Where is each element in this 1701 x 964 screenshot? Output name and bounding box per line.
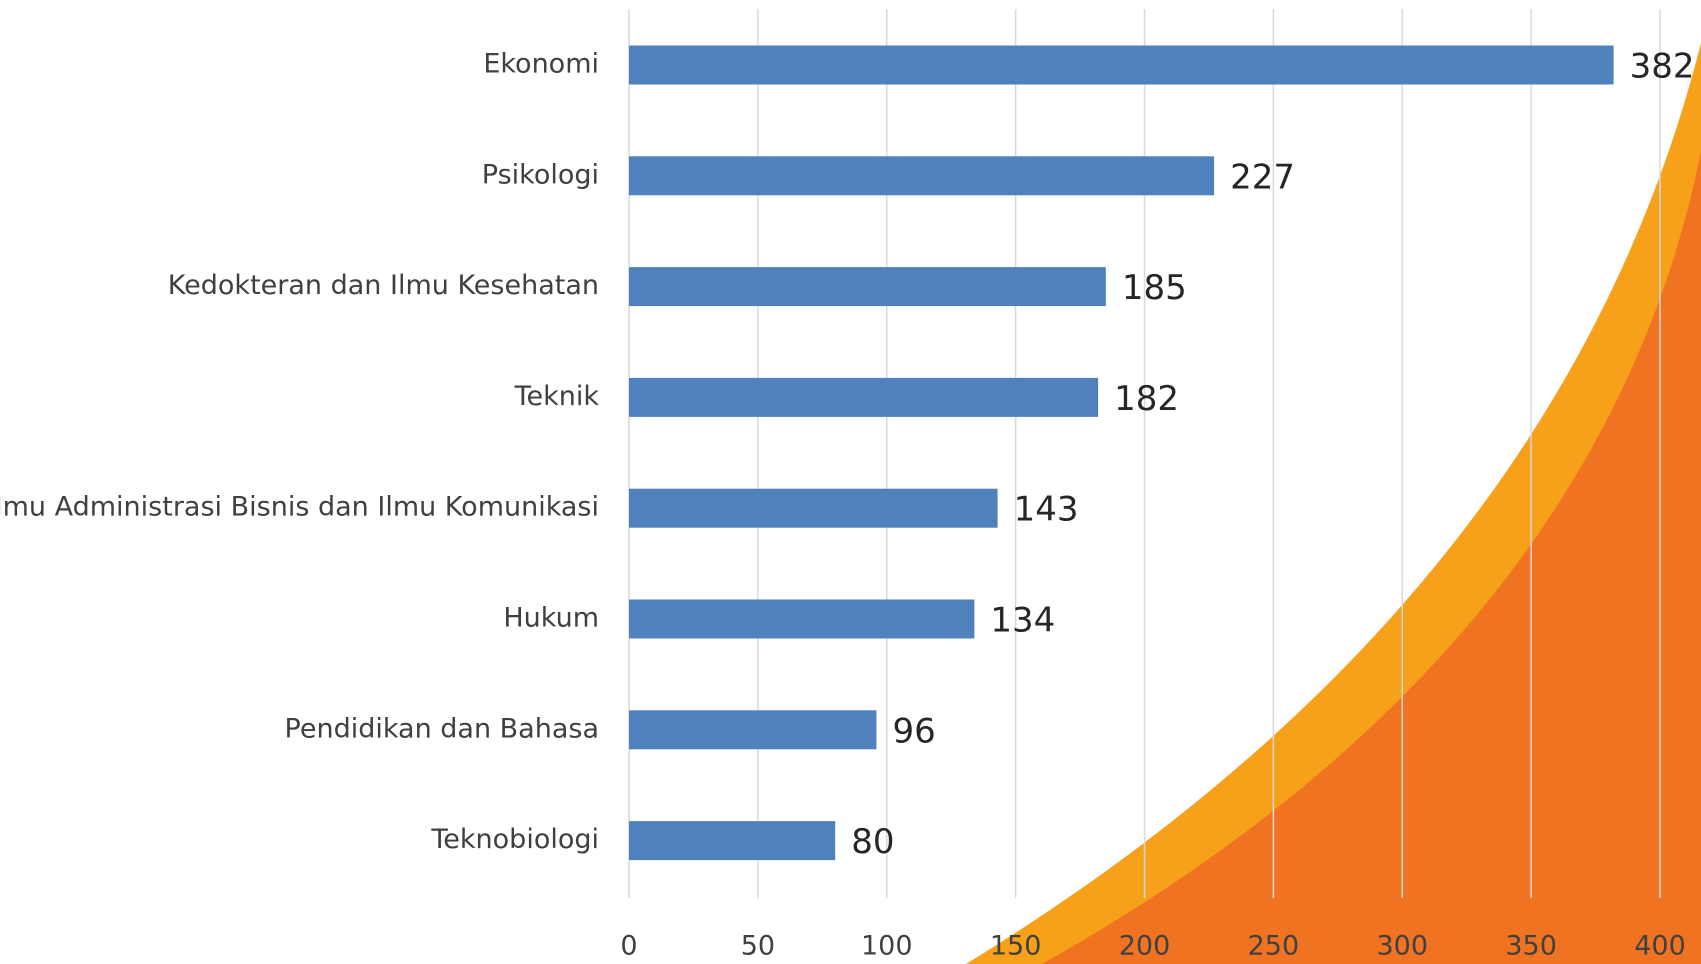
x-tick-label: 50 <box>741 931 775 962</box>
x-tick-label: 250 <box>1248 931 1300 962</box>
y-tick-label: Psikologi <box>482 159 599 190</box>
x-tick-label: 400 <box>1634 931 1686 962</box>
bar <box>629 46 1614 85</box>
data-label: 185 <box>1122 268 1187 308</box>
data-label: 382 <box>1630 47 1695 87</box>
page: 0 50 100 150 200 250 300 350 400 Ekonomi 382 Psikol… <box>0 0 1701 964</box>
bar <box>629 710 876 749</box>
bar <box>629 378 1098 417</box>
x-tick-label: 200 <box>1119 931 1171 962</box>
y-tick-label: Teknik <box>514 381 600 412</box>
data-label: 143 <box>1014 490 1079 530</box>
data-label: 227 <box>1230 157 1295 197</box>
bar <box>629 267 1106 306</box>
y-tick-label: Teknobiologi <box>430 824 599 855</box>
x-tick-label: 350 <box>1505 931 1557 962</box>
data-label: 134 <box>990 601 1055 641</box>
y-tick-label: Ekonomi <box>483 49 599 80</box>
x-tick-label: 150 <box>990 931 1042 962</box>
bar <box>629 821 835 860</box>
data-label: 182 <box>1114 379 1179 419</box>
chart: 0 50 100 150 200 250 300 350 400 Ekonomi 382 Psikol… <box>0 0 1701 964</box>
y-tick-label: Kedokteran dan Ilmu Kesehatan <box>168 270 599 301</box>
y-tick-label: Pendidikan dan Bahasa <box>285 713 599 744</box>
y-tick-label: Ilmu Administrasi Bisnis dan Ilmu Komuni… <box>0 492 599 523</box>
x-tick-label: 300 <box>1376 931 1428 962</box>
bar <box>629 600 974 639</box>
y-tick-label: Hukum <box>503 603 599 634</box>
x-tick-label: 0 <box>620 931 637 962</box>
x-tick-label: 100 <box>861 931 913 962</box>
bar <box>629 489 998 528</box>
bar <box>629 156 1214 195</box>
data-label: 96 <box>892 711 935 751</box>
data-label: 80 <box>851 822 894 862</box>
